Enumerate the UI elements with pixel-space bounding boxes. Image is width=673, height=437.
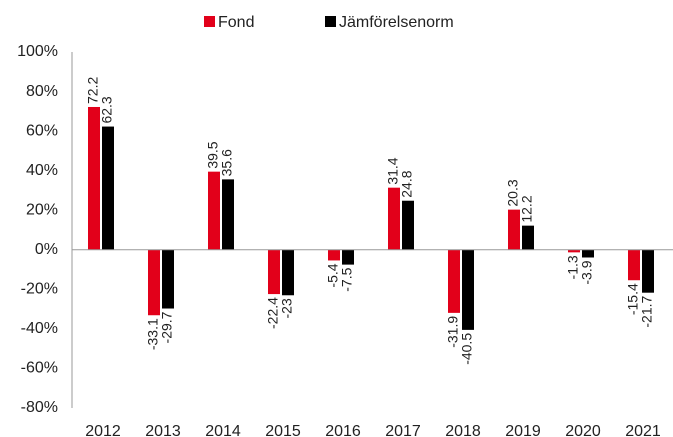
data-label: -21.7 bbox=[639, 295, 655, 327]
data-label: 35.6 bbox=[219, 149, 235, 176]
bar bbox=[642, 249, 654, 293]
data-label: -23 bbox=[279, 298, 295, 318]
data-label: 20.3 bbox=[505, 179, 521, 206]
bar bbox=[522, 225, 534, 250]
y-tick-label: 100% bbox=[17, 43, 58, 60]
data-label: -33.1 bbox=[145, 318, 161, 350]
y-tick-label: -60% bbox=[21, 360, 58, 377]
legend-label: Fond bbox=[218, 14, 254, 31]
x-tick-label: 2021 bbox=[625, 423, 661, 437]
data-label: 39.5 bbox=[205, 141, 221, 168]
x-tick-label: 2013 bbox=[145, 423, 181, 437]
bar bbox=[162, 249, 174, 309]
data-label: -31.9 bbox=[445, 316, 461, 348]
data-label: -22.4 bbox=[265, 297, 281, 329]
data-label: -5.4 bbox=[325, 263, 341, 287]
bar bbox=[148, 249, 160, 316]
x-tick-label: 2018 bbox=[445, 423, 481, 437]
y-tick-label: -80% bbox=[21, 399, 58, 416]
bar bbox=[328, 249, 340, 261]
y-tick-label: 80% bbox=[26, 83, 58, 100]
bar bbox=[568, 249, 580, 253]
legend-swatch bbox=[325, 16, 336, 27]
bar bbox=[282, 249, 294, 296]
y-tick-label: -40% bbox=[21, 320, 58, 337]
bar bbox=[402, 200, 414, 250]
x-tick-label: 2016 bbox=[325, 423, 361, 437]
y-tick-label: -20% bbox=[21, 281, 58, 298]
data-label: -15.4 bbox=[625, 283, 641, 315]
bar bbox=[388, 187, 400, 250]
y-tick-label: 0% bbox=[35, 241, 58, 258]
bar bbox=[462, 249, 474, 330]
x-tick-label: 2019 bbox=[505, 423, 541, 437]
x-tick-label: 2020 bbox=[565, 423, 601, 437]
bar bbox=[208, 171, 220, 250]
data-label: 62.3 bbox=[99, 96, 115, 123]
x-tick-label: 2012 bbox=[85, 423, 121, 437]
x-tick-label: 2014 bbox=[205, 423, 241, 437]
data-label: -3.9 bbox=[579, 260, 595, 284]
y-tick-label: 20% bbox=[26, 201, 58, 218]
bar bbox=[222, 179, 234, 250]
y-tick-label: 40% bbox=[26, 162, 58, 179]
data-label: 31.4 bbox=[385, 157, 401, 184]
x-tick-label: 2015 bbox=[265, 423, 301, 437]
bar bbox=[448, 249, 460, 313]
x-tick-label: 2017 bbox=[385, 423, 421, 437]
bar bbox=[508, 209, 520, 250]
bar bbox=[628, 249, 640, 281]
bar bbox=[582, 249, 594, 258]
data-label: 24.8 bbox=[399, 170, 415, 197]
data-label: -40.5 bbox=[459, 333, 475, 365]
data-label: -29.7 bbox=[159, 311, 175, 343]
data-label: -1.3 bbox=[565, 255, 581, 279]
bar bbox=[342, 249, 354, 265]
legend-label: Jämförelsenorm bbox=[339, 14, 454, 31]
data-label: 72.2 bbox=[85, 77, 101, 104]
legend-swatch bbox=[204, 16, 215, 27]
bar bbox=[268, 249, 280, 295]
bar bbox=[88, 106, 100, 250]
bar bbox=[102, 126, 114, 250]
data-label: -7.5 bbox=[339, 267, 355, 291]
data-label: 12.2 bbox=[519, 195, 535, 222]
y-tick-label: 60% bbox=[26, 122, 58, 139]
